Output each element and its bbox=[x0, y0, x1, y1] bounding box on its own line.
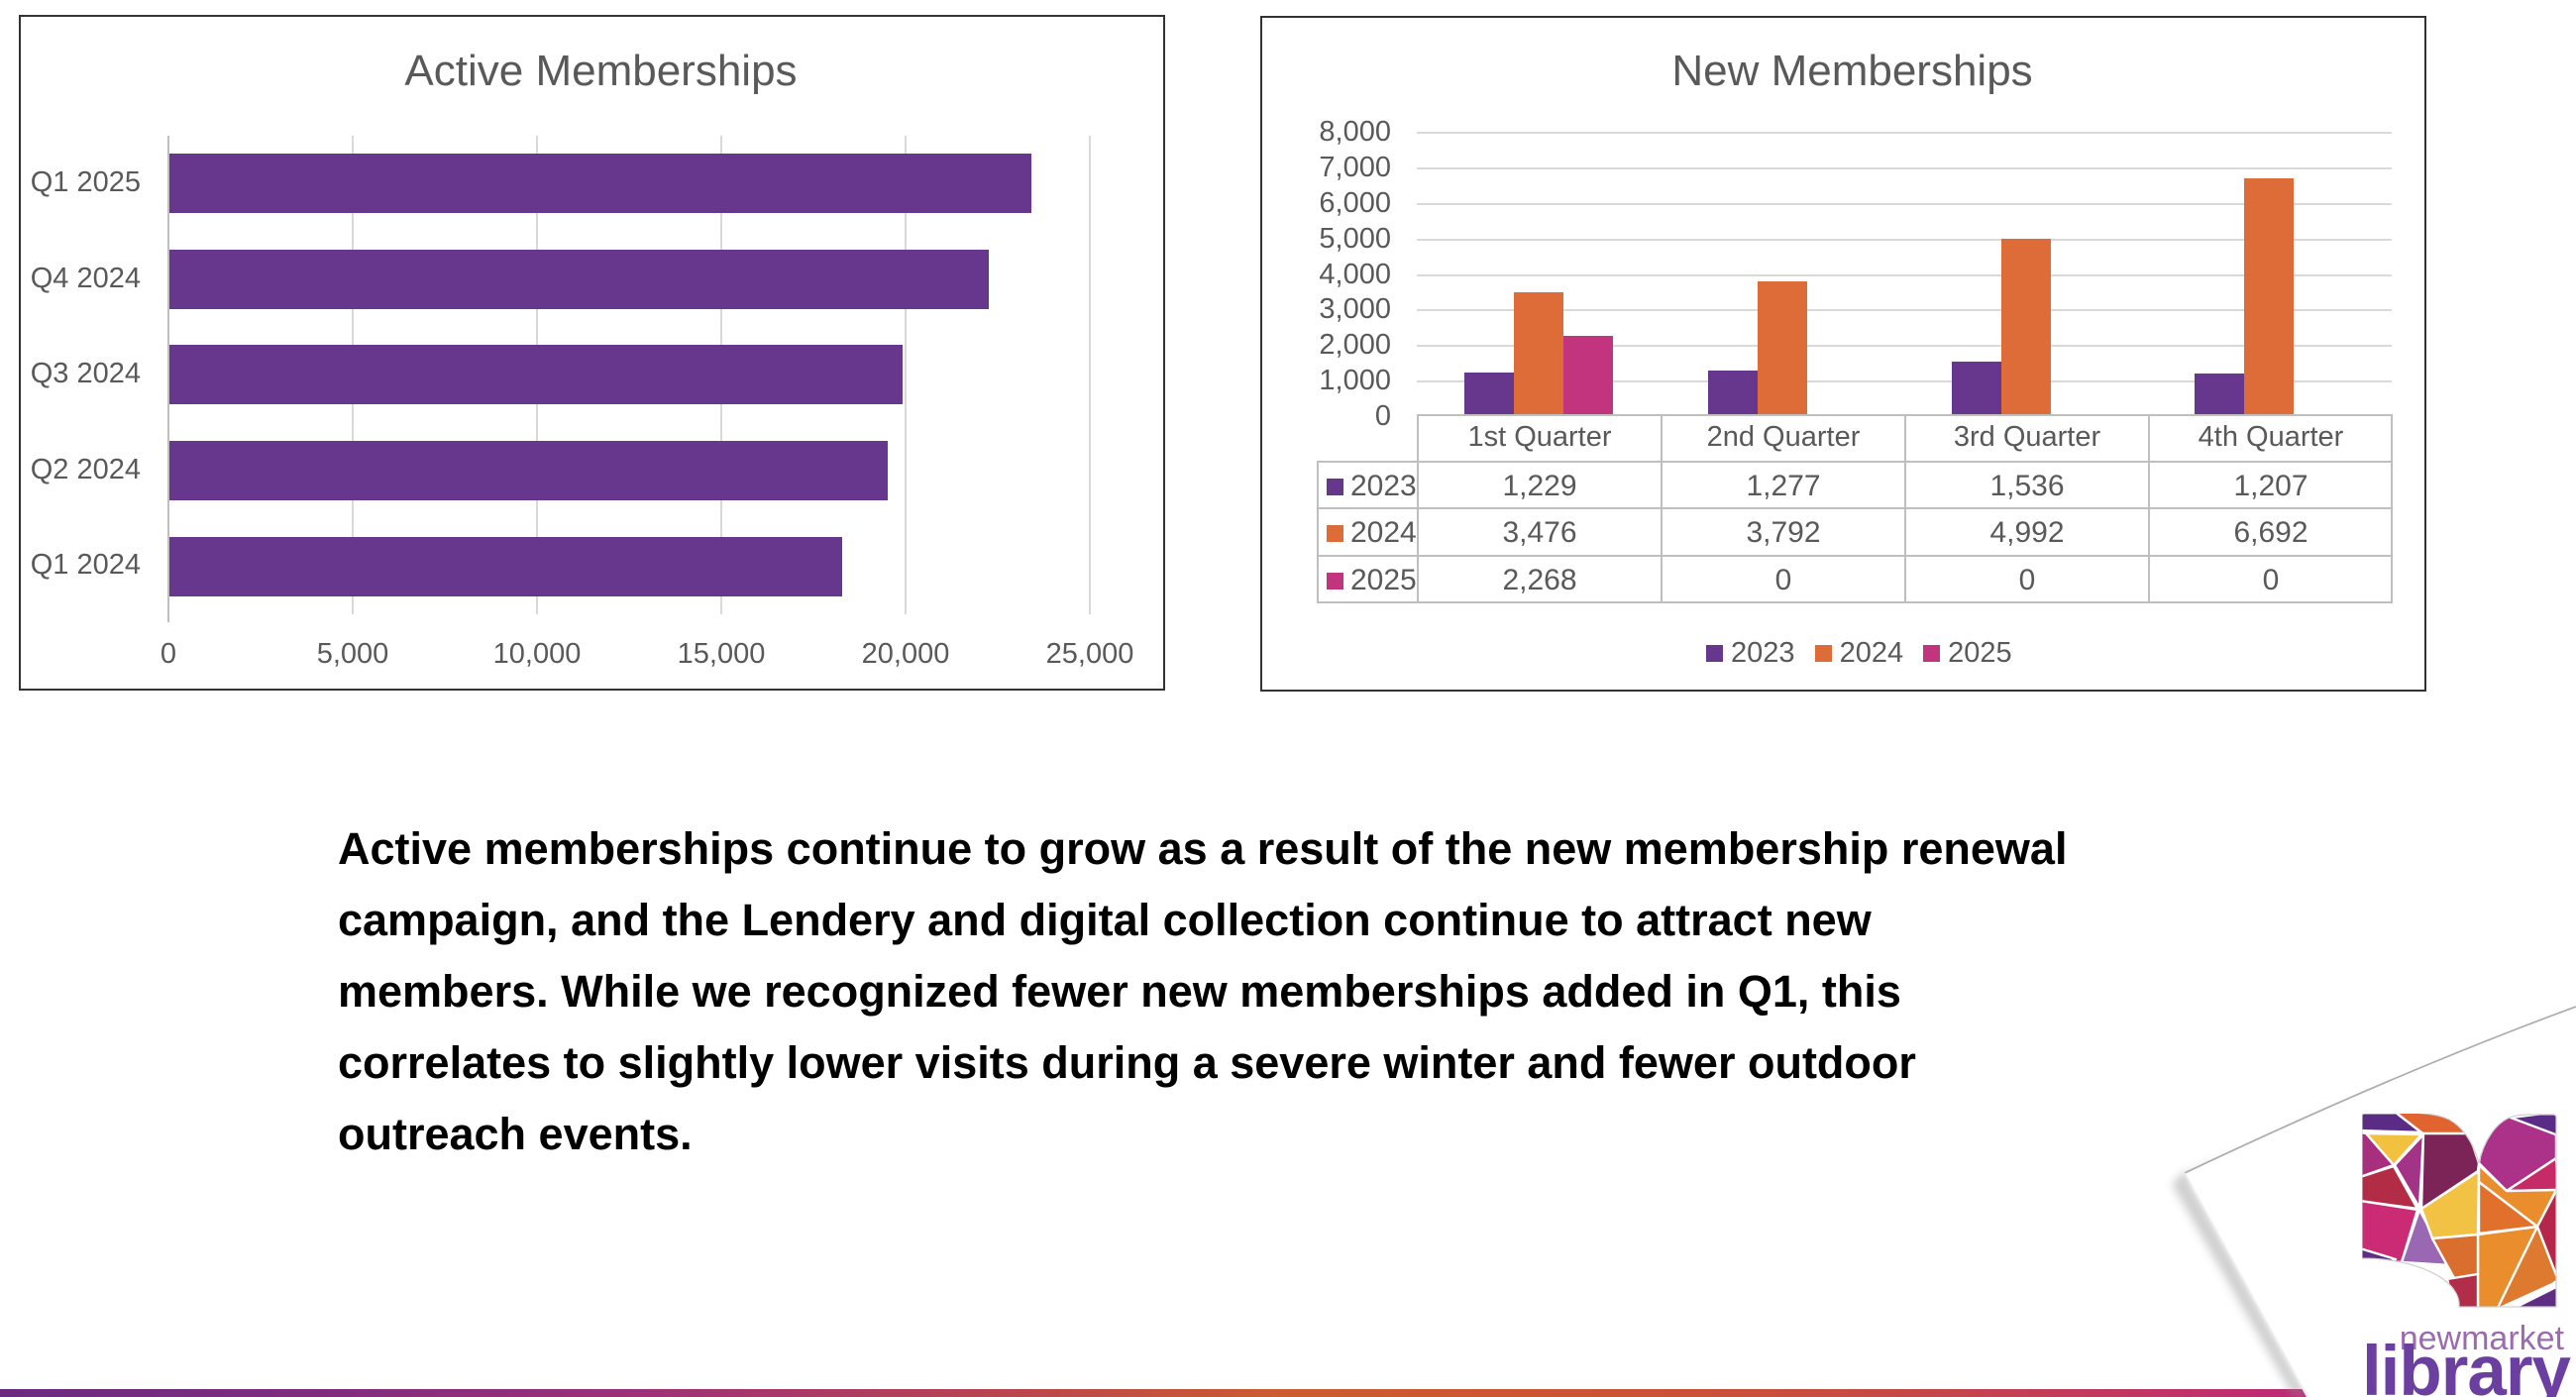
svg-text:newmarket: newmarket bbox=[2400, 1320, 2565, 1357]
svg-text:library: library bbox=[2362, 1333, 2572, 1397]
